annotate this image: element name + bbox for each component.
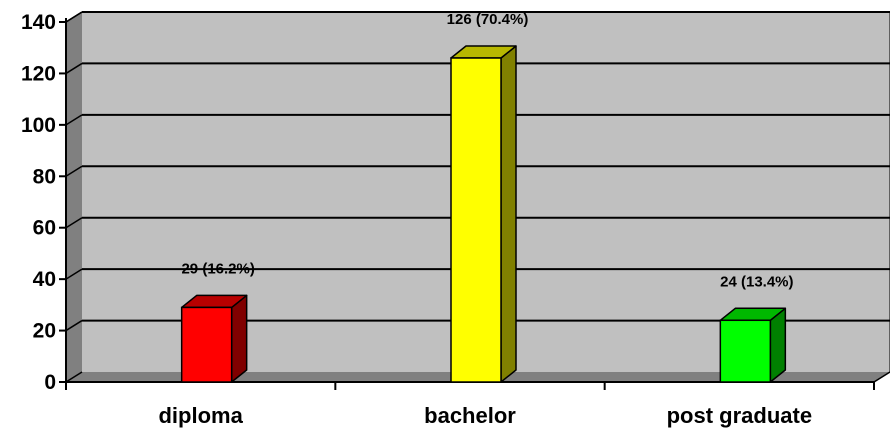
plot-side-wall (66, 12, 82, 382)
y-axis-tick-labels: 0 20 40 60 80 100 120 140 (21, 11, 56, 394)
y-tick-label: 120 (21, 62, 56, 85)
y-tick-label: 0 (44, 371, 56, 394)
axis-depth-edge (65, 11, 83, 23)
bar-bachelor (450, 45, 517, 383)
bar-side-face (230, 294, 248, 383)
x-tick-label: post graduate (667, 403, 812, 428)
side-gridline (65, 165, 83, 177)
data-labels: 29 (16.2%) 126 (70.4%) 24 (13.4%) (181, 11, 793, 290)
data-label: 126 (70.4%) (447, 11, 529, 28)
x-tick-label: diploma (158, 403, 243, 428)
y-tick-label: 40 (33, 268, 56, 291)
bar-post-graduate (719, 307, 787, 383)
data-label: 29 (16.2%) (181, 260, 254, 277)
bars (180, 45, 787, 383)
side-gridline (65, 62, 83, 75)
y-tick-label: 60 (33, 217, 56, 240)
side-gridline (65, 268, 83, 280)
bar-diploma (180, 294, 248, 383)
axis-depth-edge (873, 371, 890, 383)
x-tick-label: bachelor (424, 403, 516, 428)
y-tick-label: 20 (33, 320, 56, 343)
bar-side-face (500, 45, 517, 383)
bar-front-face (180, 306, 233, 383)
bar-front-face (719, 319, 772, 383)
y-tick-label: 80 (33, 165, 56, 188)
x-axis-category-labels: diploma bachelor post graduate (158, 403, 812, 428)
side-gridline (65, 371, 83, 383)
side-gridline (65, 319, 83, 332)
data-label: 24 (13.4%) (720, 273, 793, 290)
side-gridline (65, 114, 83, 126)
bar-front-face (450, 57, 502, 383)
side-gridline (65, 217, 83, 229)
y-tick-label: 140 (21, 11, 56, 34)
y-tick-label: 100 (21, 114, 56, 137)
